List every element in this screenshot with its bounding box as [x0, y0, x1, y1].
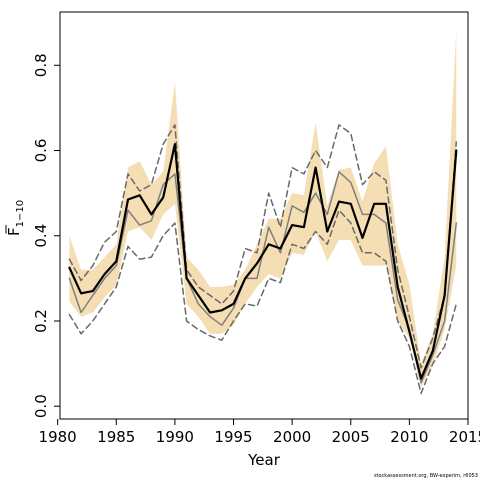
x-tick-label: 2010 — [390, 428, 428, 446]
x-tick-label: 1990 — [156, 428, 194, 446]
x-tick-label: 1980 — [39, 428, 77, 446]
lower-dashed-line — [68, 209, 458, 395]
x-tick-label: 2000 — [273, 428, 311, 446]
x-axis: 1980 1985 1990 1995 2000 2005 2010 2015 — [39, 419, 480, 446]
x-tick-label: 1985 — [97, 428, 135, 446]
y-axis-title-subscript: 1−10 — [15, 200, 26, 227]
y-tick-label: 0.0 — [32, 394, 50, 418]
x-axis-title: Year — [247, 451, 281, 469]
estimate-line — [68, 143, 458, 380]
confidence-band — [69, 31, 457, 387]
svg-text:F1−10: F1−10 — [5, 200, 26, 236]
footnote: stockassessment.org, BW-experim, r6053 — [373, 473, 478, 479]
y-tick-label: 0.2 — [32, 309, 50, 333]
x-tick-label: 1995 — [214, 428, 252, 446]
y-axis: 0.0 0.2 0.4 0.6 0.8 — [32, 53, 60, 418]
y-axis-title: F1−10 — [5, 200, 26, 236]
x-tick-label: 2015 — [449, 428, 480, 446]
confidence-band-area — [69, 31, 457, 387]
y-axis-title-main: F — [5, 227, 23, 236]
y-tick-label: 0.4 — [32, 224, 50, 248]
y-tick-label: 0.8 — [32, 53, 50, 77]
x-tick-label: 2005 — [332, 428, 370, 446]
y-tick-label: 0.6 — [32, 139, 50, 163]
series-lines — [68, 124, 458, 395]
upper-dashed-line — [68, 124, 458, 369]
plot-frame — [59, 11, 469, 420]
